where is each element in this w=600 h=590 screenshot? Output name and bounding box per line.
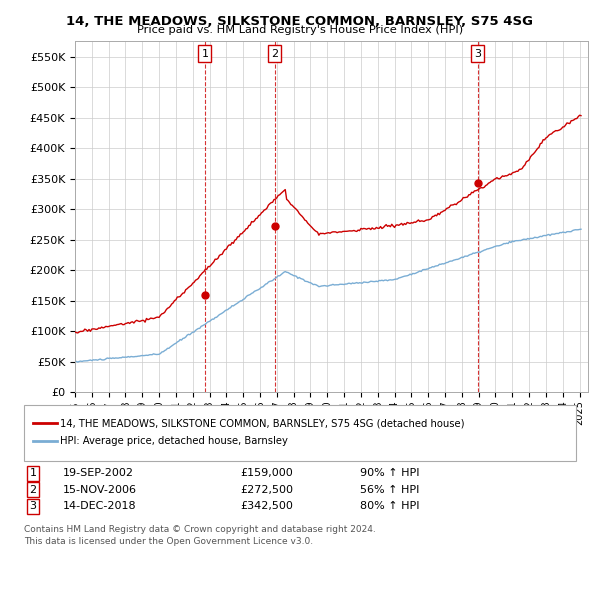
Text: £272,500: £272,500: [240, 485, 293, 494]
Text: This data is licensed under the Open Government Licence v3.0.: This data is licensed under the Open Gov…: [24, 537, 313, 546]
Text: 14-DEC-2018: 14-DEC-2018: [63, 502, 137, 511]
Text: Contains HM Land Registry data © Crown copyright and database right 2024.: Contains HM Land Registry data © Crown c…: [24, 525, 376, 534]
Text: 14, THE MEADOWS, SILKSTONE COMMON, BARNSLEY, S75 4SG (detached house): 14, THE MEADOWS, SILKSTONE COMMON, BARNS…: [60, 418, 464, 428]
Text: £342,500: £342,500: [240, 502, 293, 511]
Text: 2: 2: [29, 485, 37, 494]
Text: 3: 3: [29, 502, 37, 511]
Text: 1: 1: [29, 468, 37, 478]
Text: 15-NOV-2006: 15-NOV-2006: [63, 485, 137, 494]
Text: 19-SEP-2002: 19-SEP-2002: [63, 468, 134, 478]
Text: 90% ↑ HPI: 90% ↑ HPI: [360, 468, 419, 478]
Text: HPI: Average price, detached house, Barnsley: HPI: Average price, detached house, Barn…: [60, 436, 288, 445]
Text: 14, THE MEADOWS, SILKSTONE COMMON, BARNSLEY, S75 4SG: 14, THE MEADOWS, SILKSTONE COMMON, BARNS…: [67, 15, 533, 28]
Text: 56% ↑ HPI: 56% ↑ HPI: [360, 485, 419, 494]
Text: Price paid vs. HM Land Registry's House Price Index (HPI): Price paid vs. HM Land Registry's House …: [137, 25, 463, 35]
Text: 80% ↑ HPI: 80% ↑ HPI: [360, 502, 419, 511]
Text: 1: 1: [202, 48, 208, 58]
Text: 2: 2: [271, 48, 278, 58]
Text: £159,000: £159,000: [240, 468, 293, 478]
Text: 3: 3: [475, 48, 481, 58]
